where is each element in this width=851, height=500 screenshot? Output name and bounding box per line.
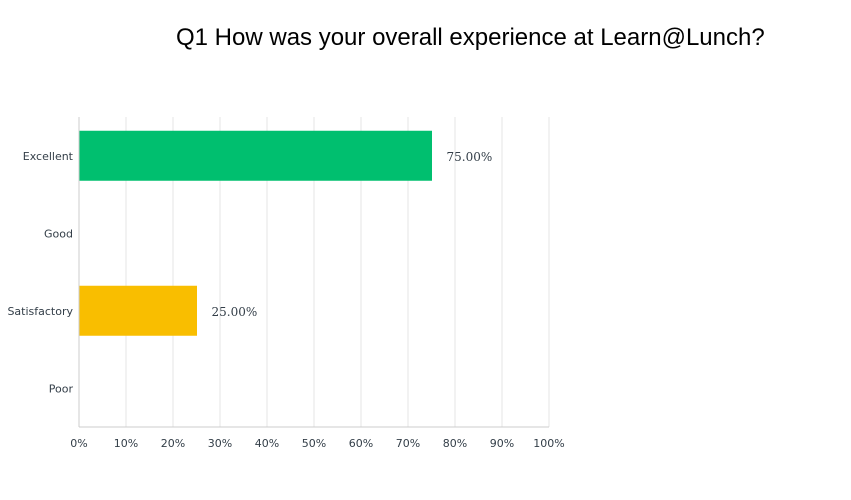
- bar-excellent: [79, 130, 432, 181]
- x-tick-label: 70%: [396, 437, 420, 450]
- chart-title: Q1 How was your overall experience at Le…: [176, 24, 765, 51]
- x-tick-label: 40%: [255, 437, 279, 450]
- category-label: Excellent: [23, 150, 74, 163]
- x-tick-label: 50%: [302, 437, 326, 450]
- x-tick-label: 60%: [349, 437, 373, 450]
- axis-layer: [78, 117, 549, 428]
- label-layer: 0% 10% 20% 30% 40% 50% 60% 70% 80% 90% 100% Excelle…: [7, 150, 564, 450]
- data-label: 75.00%: [447, 150, 493, 164]
- category-label: Poor: [49, 382, 74, 395]
- data-label: 25.00%: [212, 305, 258, 319]
- x-tick-label: 10%: [114, 437, 138, 450]
- category-label: Good: [44, 227, 73, 240]
- x-tick-label: 100%: [533, 437, 564, 450]
- bar-satisfactory: [79, 285, 197, 336]
- x-tick-label: 30%: [208, 437, 232, 450]
- x-tick-label: 20%: [161, 437, 185, 450]
- x-tick-label: 80%: [443, 437, 467, 450]
- bar-layer: [79, 130, 432, 336]
- category-label: Satisfactory: [7, 305, 73, 318]
- x-tick-label: 0%: [70, 437, 87, 450]
- x-tick-label: 90%: [490, 437, 514, 450]
